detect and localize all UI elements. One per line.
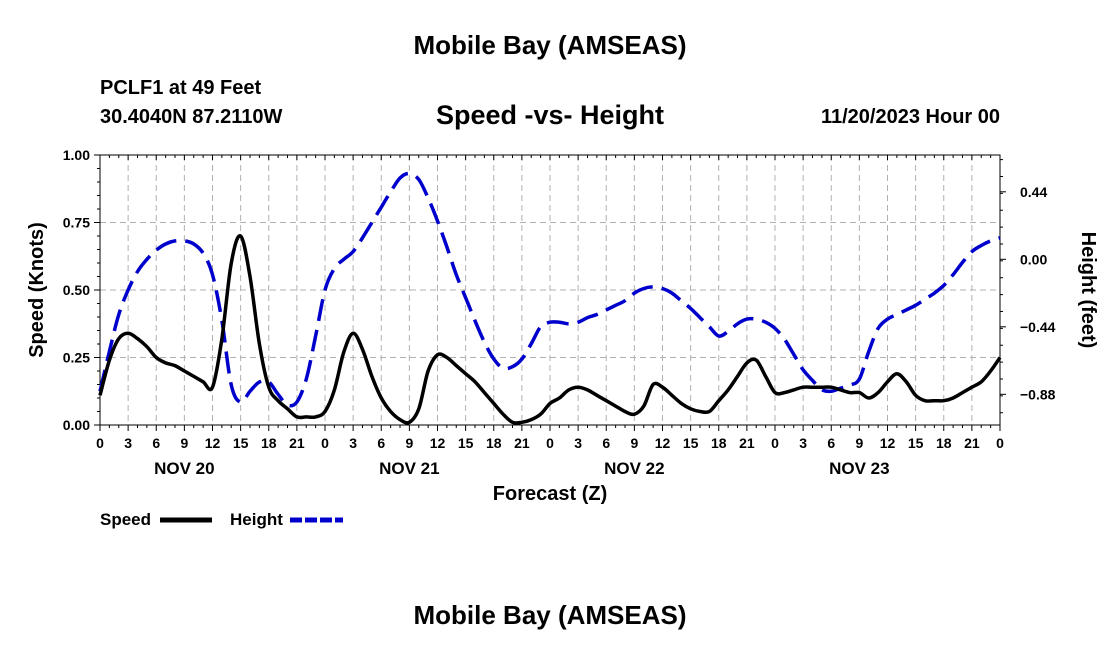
y-tick-label: 0.25 (63, 350, 90, 366)
series-line-speed (98, 234, 1002, 425)
x-tick-label: 12 (205, 435, 221, 451)
x-tick-label: 3 (349, 435, 357, 451)
y-tick-label: 1.00 (63, 147, 90, 163)
axis-ticks: 0 3 6 9 12 15 18 21 0 3 6 9 12 15 18 21 0 3 6 9 12 15 18 21 0 3 6 9… (63, 147, 1056, 478)
x-tick-label: 0 (96, 435, 104, 451)
y2-tick-label: −0.44 (1020, 319, 1056, 335)
x-tick-label: 0 (321, 435, 329, 451)
x-tick-label: 6 (377, 435, 385, 451)
x-tick-label: 9 (180, 435, 188, 451)
y2-axis-label: Height (feet) (1077, 232, 1099, 349)
x-tick-label: 21 (289, 435, 305, 451)
x-tick-label: 18 (936, 435, 952, 451)
y2-tick-label: 0.00 (1020, 251, 1047, 267)
legend: Speed Height (100, 510, 343, 529)
x-tick-label: 21 (514, 435, 530, 451)
x-tick-label: 3 (124, 435, 132, 451)
y-axis-label: Speed (Knots) (26, 222, 48, 358)
station-coordinates: 30.4040N 87.2110W (100, 106, 283, 128)
x-tick-label: 18 (261, 435, 277, 451)
footer-title: Mobile Bay (AMSEAS) (413, 600, 687, 630)
x-tick-label: 15 (908, 435, 924, 451)
x-axis-label: Forecast (Z) (493, 483, 607, 505)
x-tick-label: 21 (739, 435, 755, 451)
forecast-datetime: 11/20/2023 Hour 00 (820, 106, 1000, 128)
legend-height-label: Height (230, 510, 283, 529)
x-date-label: NOV 21 (379, 459, 439, 478)
x-tick-label: 9 (630, 435, 638, 451)
x-tick-label: 0 (771, 435, 779, 451)
x-tick-label: 6 (602, 435, 610, 451)
x-date-label: NOV 22 (604, 459, 664, 478)
x-tick-label: 6 (152, 435, 160, 451)
main-title: Mobile Bay (AMSEAS) (413, 30, 687, 60)
x-tick-label: 3 (799, 435, 807, 451)
legend-speed-label: Speed (100, 510, 151, 529)
chart-title: Speed -vs- Height (435, 100, 665, 130)
x-tick-label: 12 (430, 435, 446, 451)
y-tick-label: 0.00 (63, 417, 90, 433)
x-tick-label: 3 (574, 435, 582, 451)
x-tick-label: 12 (880, 435, 896, 451)
x-date-label: NOV 20 (154, 459, 214, 478)
x-tick-label: 9 (855, 435, 863, 451)
series-group (98, 171, 1002, 425)
series-line-height (98, 171, 1001, 408)
y-tick-label: 0.75 (63, 215, 90, 231)
x-tick-label: 18 (486, 435, 502, 451)
x-tick-label: 0 (546, 435, 554, 451)
x-tick-label: 12 (655, 435, 671, 451)
y2-tick-label: 0.44 (1020, 184, 1047, 200)
x-tick-label: 6 (827, 435, 835, 451)
x-tick-label: 0 (996, 435, 1004, 451)
y-tick-label: 0.50 (63, 282, 90, 298)
x-tick-label: 9 (405, 435, 413, 451)
x-tick-label: 15 (233, 435, 249, 451)
station-label: PCLF1 at 49 Feet (100, 77, 262, 99)
x-tick-label: 15 (458, 435, 474, 451)
y2-tick-label: −0.88 (1020, 386, 1056, 402)
x-tick-label: 18 (711, 435, 727, 451)
x-tick-label: 15 (683, 435, 699, 451)
grid (100, 155, 1000, 425)
x-tick-label: 21 (964, 435, 980, 451)
x-date-label: NOV 23 (829, 459, 889, 478)
